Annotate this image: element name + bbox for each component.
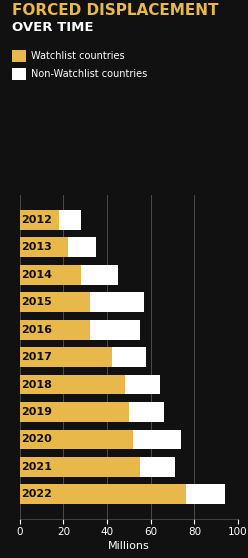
Text: 2020: 2020	[21, 435, 52, 445]
Bar	[140, 457, 175, 477]
Bar	[20, 402, 129, 422]
Bar	[90, 320, 140, 340]
Text: OVER TIME: OVER TIME	[12, 21, 94, 33]
Bar	[20, 430, 133, 449]
Text: 2018: 2018	[21, 379, 52, 389]
Bar	[68, 238, 96, 257]
Text: 2015: 2015	[21, 297, 52, 307]
Bar	[20, 457, 140, 477]
Bar	[59, 210, 81, 230]
Bar	[20, 320, 90, 340]
Bar	[20, 484, 186, 504]
Text: 2021: 2021	[21, 462, 52, 472]
Bar	[133, 430, 181, 449]
Bar	[20, 374, 124, 395]
Bar	[90, 292, 144, 312]
Bar	[81, 265, 118, 285]
X-axis label: Millions: Millions	[108, 541, 150, 551]
Bar	[112, 347, 146, 367]
Text: Non-Watchlist countries: Non-Watchlist countries	[31, 69, 147, 79]
Text: 2016: 2016	[21, 325, 52, 335]
Text: 2019: 2019	[21, 407, 52, 417]
Text: 2022: 2022	[21, 489, 52, 499]
Bar	[20, 292, 90, 312]
Bar	[20, 210, 59, 230]
Bar	[186, 484, 225, 504]
Text: 2013: 2013	[21, 242, 52, 252]
Bar	[20, 265, 81, 285]
Bar	[129, 402, 164, 422]
Bar	[124, 374, 159, 395]
Text: FORCED DISPLACEMENT: FORCED DISPLACEMENT	[12, 3, 219, 18]
Text: 2017: 2017	[21, 352, 52, 362]
Bar	[20, 347, 112, 367]
Text: 2012: 2012	[21, 215, 52, 225]
Text: 2014: 2014	[21, 270, 52, 280]
Text: Watchlist countries: Watchlist countries	[31, 51, 125, 61]
Bar	[20, 238, 68, 257]
